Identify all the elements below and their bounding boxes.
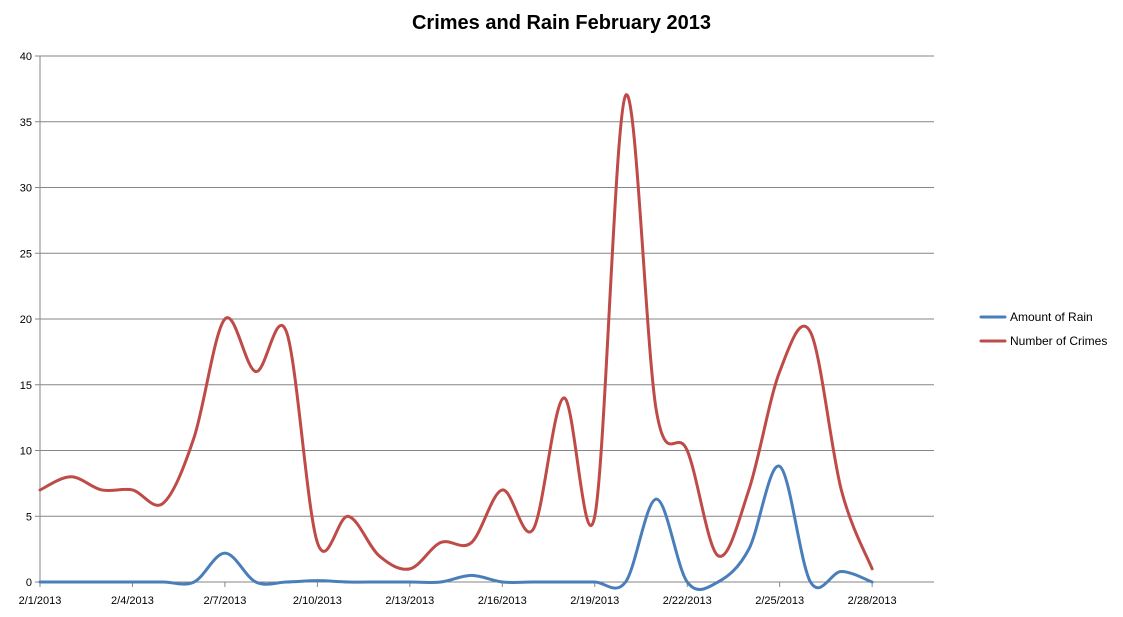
legend-item-number-of-crimes: Number of Crimes	[979, 334, 1107, 348]
y-tick-label: 20	[20, 314, 32, 326]
x-tick-label: 2/13/2013	[385, 595, 434, 607]
axis-layer: 0 5 10 15 20 25 30 35 40 2/1/2013 2/4/2013 2/7/2013…	[19, 51, 934, 607]
series-line-amount-of-rain	[38, 464, 874, 592]
y-tick-label: 5	[26, 511, 32, 523]
y-tick-label: 35	[20, 117, 32, 129]
x-tick-label: 2/4/2013	[111, 595, 154, 607]
y-tick-label: 25	[20, 248, 32, 260]
series-line-number-of-crimes	[38, 93, 874, 571]
y-tick-label: 15	[20, 380, 32, 392]
grid-layer	[40, 55, 934, 517]
x-tick-label: 2/22/2013	[663, 595, 712, 607]
x-tick-label: 2/7/2013	[204, 595, 247, 607]
x-tick-label: 2/16/2013	[478, 595, 527, 607]
legend: Amount of Rain Number of Crimes	[979, 310, 1107, 348]
y-tick-label: 30	[20, 183, 32, 195]
y-tick-label: 40	[20, 51, 32, 63]
x-tick-label: 2/25/2013	[755, 595, 804, 607]
y-tick-label: 10	[20, 446, 32, 458]
series-layer	[38, 93, 874, 592]
legend-item-amount-of-rain: Amount of Rain	[979, 310, 1093, 324]
x-tick-label: 2/19/2013	[570, 595, 619, 607]
x-tick-label: 2/28/2013	[848, 595, 897, 607]
legend-label: Amount of Rain	[1010, 310, 1093, 324]
x-tick-label: 2/10/2013	[293, 595, 342, 607]
legend-label: Number of Crimes	[1010, 334, 1107, 348]
y-tick-label: 0	[26, 577, 32, 589]
x-tick-label: 2/1/2013	[19, 595, 62, 607]
chart-title: Crimes and Rain February 2013	[411, 12, 711, 34]
